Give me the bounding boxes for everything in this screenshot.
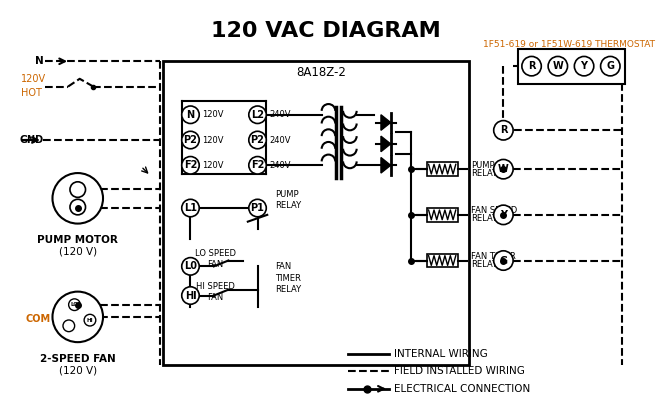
Text: P2: P2: [184, 135, 198, 145]
Circle shape: [574, 57, 594, 76]
Text: W: W: [498, 164, 509, 174]
Text: RELAY: RELAY: [471, 168, 497, 178]
Text: G: G: [499, 256, 507, 266]
Text: G: G: [606, 61, 614, 71]
Text: N: N: [35, 56, 44, 66]
Text: PUMP: PUMP: [471, 161, 495, 170]
Text: R: R: [500, 125, 507, 135]
Text: W: W: [553, 61, 563, 71]
Circle shape: [249, 157, 266, 174]
Circle shape: [249, 106, 266, 124]
Circle shape: [182, 157, 199, 174]
Circle shape: [249, 199, 266, 217]
Text: L2: L2: [251, 110, 264, 120]
Text: 240V: 240V: [269, 161, 291, 170]
Text: INTERNAL WIRING: INTERNAL WIRING: [393, 349, 487, 359]
Text: P1: P1: [251, 203, 265, 213]
Text: F2: F2: [184, 160, 197, 170]
Text: 120V: 120V: [202, 110, 224, 119]
Circle shape: [249, 131, 266, 149]
Text: 120V: 120V: [202, 135, 224, 145]
Bar: [518, 49, 625, 84]
Text: L0: L0: [184, 261, 197, 272]
Text: 2-SPEED FAN: 2-SPEED FAN: [40, 354, 116, 364]
Text: 240V: 240V: [269, 135, 291, 145]
Text: (120 V): (120 V): [59, 247, 96, 257]
Circle shape: [494, 251, 513, 270]
Text: L1: L1: [184, 203, 197, 213]
Text: P2: P2: [251, 135, 265, 145]
Text: HI: HI: [86, 318, 93, 323]
Text: R: R: [528, 61, 535, 71]
Circle shape: [182, 199, 199, 217]
Circle shape: [182, 131, 199, 149]
Circle shape: [68, 299, 80, 310]
Text: (120 V): (120 V): [59, 365, 96, 375]
Text: FAN TIMER: FAN TIMER: [471, 252, 516, 261]
Circle shape: [52, 173, 103, 224]
Text: Y: Y: [500, 210, 507, 220]
Polygon shape: [381, 115, 391, 130]
Text: 1F51-619 or 1F51W-619 THERMOSTAT: 1F51-619 or 1F51W-619 THERMOSTAT: [482, 40, 655, 49]
Circle shape: [600, 57, 620, 76]
Bar: [427, 254, 458, 267]
Text: COM: COM: [25, 314, 50, 324]
Text: LO: LO: [70, 302, 78, 307]
Text: ELECTRICAL CONNECTION: ELECTRICAL CONNECTION: [393, 384, 530, 394]
Circle shape: [494, 205, 513, 225]
Text: 240V: 240V: [269, 110, 291, 119]
Text: RELAY: RELAY: [471, 260, 497, 269]
Circle shape: [548, 57, 567, 76]
Text: GND: GND: [19, 135, 44, 145]
Text: PUMP MOTOR: PUMP MOTOR: [38, 235, 118, 245]
Text: Y: Y: [581, 61, 588, 71]
Circle shape: [522, 57, 541, 76]
Text: RELAY: RELAY: [471, 214, 497, 223]
Bar: [427, 163, 458, 176]
Text: FAN
TIMER
RELAY: FAN TIMER RELAY: [275, 262, 301, 294]
Text: PUMP
RELAY: PUMP RELAY: [275, 190, 301, 210]
Text: 120 VAC DIAGRAM: 120 VAC DIAGRAM: [210, 21, 440, 41]
Text: N: N: [186, 110, 194, 120]
Bar: [163, 61, 470, 365]
Circle shape: [63, 320, 74, 332]
Circle shape: [494, 121, 513, 140]
Polygon shape: [381, 158, 391, 173]
Text: F2: F2: [251, 160, 264, 170]
Text: 120V: 120V: [202, 161, 224, 170]
Circle shape: [52, 292, 103, 342]
Circle shape: [494, 160, 513, 179]
Text: HOT: HOT: [21, 88, 42, 98]
Text: LO SPEED
FAN: LO SPEED FAN: [195, 248, 237, 269]
Text: FIELD INSTALLED WIRING: FIELD INSTALLED WIRING: [393, 366, 525, 376]
Circle shape: [182, 106, 199, 124]
Text: HI SPEED
FAN: HI SPEED FAN: [196, 282, 235, 302]
Polygon shape: [381, 136, 391, 152]
Text: FAN SPEED: FAN SPEED: [471, 207, 518, 215]
Circle shape: [182, 287, 199, 304]
Circle shape: [70, 199, 86, 215]
Text: 8A18Z-2: 8A18Z-2: [295, 66, 346, 79]
Circle shape: [84, 314, 96, 326]
Text: 120V: 120V: [21, 74, 46, 84]
Text: HI: HI: [185, 290, 196, 300]
Circle shape: [70, 182, 86, 197]
Circle shape: [182, 258, 199, 275]
Bar: [427, 208, 458, 222]
